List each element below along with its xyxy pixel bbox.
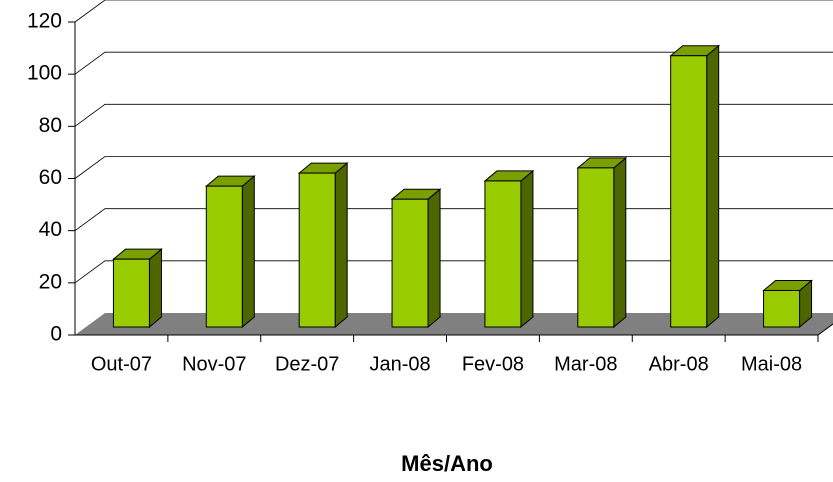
x-tick-label: Mai-08 [741, 353, 802, 375]
x-tick-label: Dez-07 [275, 353, 339, 375]
bar-side [427, 188, 441, 329]
x-tick-label: Mar-08 [554, 353, 617, 375]
bar [205, 185, 243, 328]
y-tick-label: 40 [39, 218, 62, 241]
y-tick-label: 0 [50, 323, 62, 346]
bar-side [706, 44, 720, 329]
y-tick-label: 80 [39, 114, 62, 137]
x-axis-title: Mês/Ano [401, 451, 493, 476]
bar [112, 258, 150, 328]
y-tick-label: 100 [27, 62, 62, 85]
bar [484, 180, 522, 328]
grid-line [74, 208, 833, 231]
x-tick-label: Fev-08 [462, 353, 524, 375]
floor-edge [817, 323, 833, 336]
bar [577, 167, 615, 328]
y-tick-label: 20 [39, 270, 62, 293]
grid-line [74, 0, 833, 23]
bar-side [613, 156, 627, 329]
bar-side [520, 169, 534, 329]
x-tick-label: Out-07 [91, 353, 152, 375]
y-tick-label: 120 [27, 10, 62, 33]
bar-side [334, 162, 348, 329]
floor [75, 313, 833, 335]
bar [298, 172, 336, 328]
bar [391, 198, 429, 328]
bar [763, 289, 801, 328]
bar-side [241, 175, 255, 329]
bar [670, 55, 708, 328]
grid-line [74, 103, 833, 127]
grid-line [74, 51, 833, 75]
x-tick-label: Nov-07 [182, 353, 246, 375]
grid-line [74, 156, 833, 179]
y-tick-label: 60 [39, 166, 62, 189]
grid-line [74, 260, 833, 284]
x-tick-label: Abr-08 [649, 353, 709, 375]
x-tick-label: Jan-08 [369, 353, 430, 375]
bar-side [148, 248, 162, 329]
